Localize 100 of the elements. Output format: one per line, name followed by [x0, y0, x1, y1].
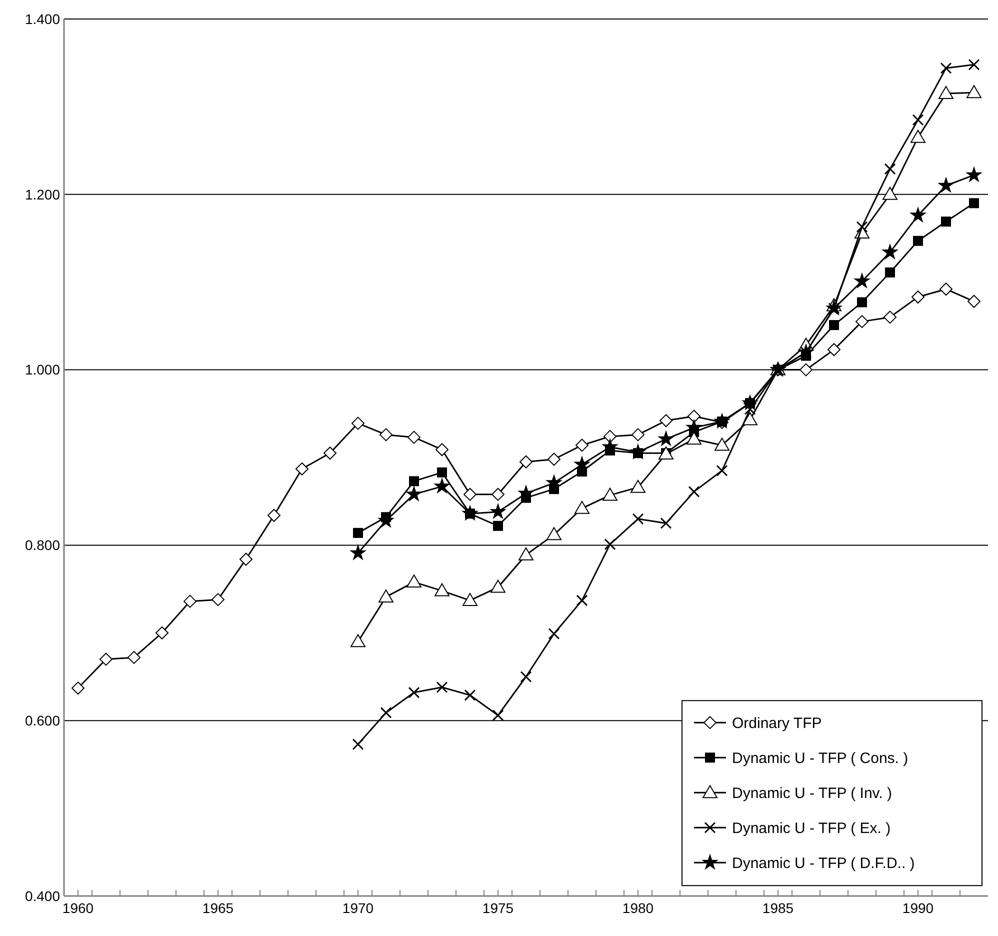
x-tick-label: 1960 [62, 900, 94, 916]
point [548, 628, 560, 640]
point [520, 671, 532, 682]
point [576, 594, 588, 606]
point [884, 163, 896, 175]
point [688, 486, 700, 498]
point [966, 85, 982, 98]
point [518, 547, 534, 560]
point [604, 430, 616, 443]
x-tick-label: 1980 [622, 900, 654, 916]
point [632, 428, 644, 442]
y-tick-label: 1.400 [24, 10, 60, 27]
point [433, 477, 451, 494]
legend-label: Dynamic U - TFP ( Ex. ) [732, 820, 891, 837]
point [660, 518, 672, 530]
point [658, 446, 674, 460]
point [857, 297, 867, 308]
point [406, 574, 422, 588]
point [212, 593, 224, 606]
point [574, 500, 590, 514]
point [490, 580, 506, 593]
point [464, 488, 476, 501]
point [660, 414, 672, 428]
point [742, 412, 758, 426]
point [910, 130, 926, 143]
point [546, 527, 562, 540]
legend-label: Dynamic U - TFP ( Inv. ) [732, 784, 892, 802]
point [324, 446, 336, 460]
point [492, 488, 504, 501]
point [184, 594, 196, 608]
point [462, 592, 478, 606]
x-tick-label: 1985 [762, 900, 794, 916]
point [686, 432, 702, 445]
y-tick-label: 1.000 [24, 362, 60, 378]
point [657, 430, 675, 446]
point [436, 682, 448, 694]
point [630, 480, 646, 493]
point [296, 462, 308, 476]
point [940, 62, 952, 74]
point [797, 343, 815, 360]
point [72, 682, 84, 695]
point [965, 166, 983, 182]
point [629, 443, 647, 460]
point [380, 428, 392, 442]
legend-label: Dynamic U - TFP ( Cons. ) [732, 750, 908, 767]
point [941, 216, 951, 227]
point [545, 474, 563, 490]
point [968, 294, 980, 308]
point [436, 443, 448, 456]
point [604, 538, 616, 550]
point [408, 686, 420, 698]
y-tick-label: 1.200 [24, 186, 60, 202]
point [825, 299, 843, 316]
point [885, 267, 895, 278]
x-tick-label: 1970 [342, 900, 374, 916]
point [968, 58, 980, 70]
y-tick-label: 0.400 [24, 888, 60, 904]
legend-label: Dynamic U - TFP ( D.F.D.. ) [732, 854, 915, 872]
point [493, 520, 503, 531]
point [882, 186, 898, 200]
point [685, 418, 703, 435]
point [601, 438, 619, 454]
point [464, 689, 476, 701]
point [268, 508, 280, 522]
point [881, 243, 899, 260]
point [377, 512, 395, 528]
point [714, 438, 730, 451]
point [349, 544, 367, 560]
point [909, 206, 927, 223]
point [492, 710, 504, 722]
y-tick-label: 0.600 [24, 712, 60, 728]
point [969, 198, 979, 208]
point [548, 452, 560, 466]
point [912, 114, 924, 126]
x-tick-label: 1990 [902, 900, 934, 916]
point [884, 310, 896, 324]
point [602, 488, 618, 501]
point [938, 86, 954, 100]
point [352, 738, 364, 750]
point [489, 502, 507, 520]
point [350, 634, 366, 648]
point [940, 282, 952, 296]
point [828, 343, 840, 356]
point [352, 416, 364, 430]
point [437, 467, 447, 478]
point [408, 430, 420, 444]
point [353, 528, 363, 538]
y-tick-label: 0.800 [24, 537, 60, 554]
legend-label: Ordinary TFP [732, 714, 822, 732]
point [434, 583, 450, 596]
point [913, 236, 923, 246]
point [576, 438, 588, 452]
point [856, 315, 868, 328]
point [912, 290, 924, 304]
point [937, 176, 955, 193]
point [240, 552, 252, 566]
point [632, 513, 644, 525]
point [156, 626, 168, 640]
point [829, 320, 839, 330]
point [409, 476, 419, 486]
